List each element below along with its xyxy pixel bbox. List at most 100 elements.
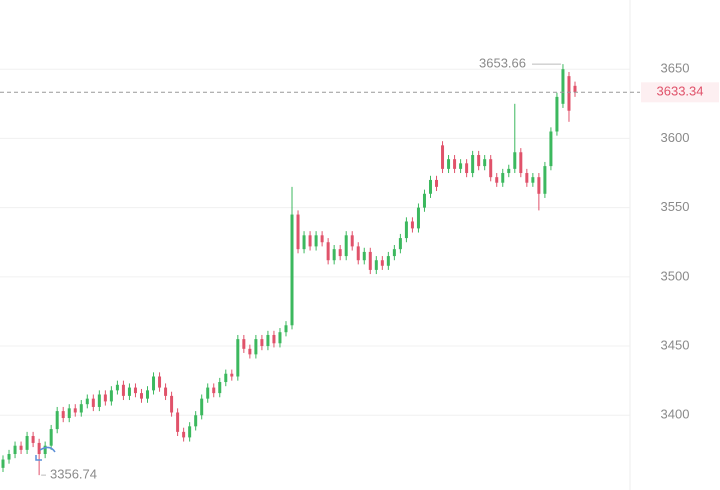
candle-body bbox=[368, 251, 372, 270]
candle-body bbox=[489, 159, 493, 178]
candle-body bbox=[1, 459, 5, 468]
candle-body bbox=[43, 445, 47, 455]
candle-body bbox=[272, 334, 276, 344]
candle-body bbox=[326, 242, 330, 261]
candle-body bbox=[477, 155, 481, 167]
candle-body bbox=[61, 411, 65, 419]
candle-body bbox=[507, 168, 511, 174]
candle-body bbox=[296, 214, 300, 250]
min-label: 3356.74 bbox=[50, 467, 97, 482]
candle-body bbox=[121, 384, 125, 396]
candle-body bbox=[465, 163, 469, 174]
candle-body bbox=[236, 339, 240, 377]
candle-body bbox=[248, 348, 252, 355]
candle-body bbox=[459, 163, 463, 169]
candle-body bbox=[573, 85, 577, 93]
candle-body bbox=[344, 235, 348, 257]
candle-body bbox=[495, 177, 499, 183]
candle-body bbox=[266, 334, 270, 347]
candle-body bbox=[422, 193, 426, 208]
candle-body bbox=[91, 398, 95, 407]
candle-body bbox=[398, 238, 402, 250]
candle-body bbox=[13, 445, 17, 455]
marker-icon bbox=[35, 446, 56, 461]
candle-body bbox=[555, 96, 559, 132]
candle-body bbox=[37, 442, 41, 455]
candle-body bbox=[404, 221, 408, 239]
candle-body bbox=[242, 339, 246, 349]
candle-body bbox=[410, 221, 414, 229]
last-price-label: 3633.34 bbox=[657, 84, 704, 99]
candle-body bbox=[230, 373, 234, 377]
candle-body bbox=[428, 179, 432, 194]
candle-body bbox=[380, 260, 384, 266]
candle-body bbox=[133, 387, 137, 394]
candle-body bbox=[7, 454, 11, 460]
candle-body bbox=[139, 393, 143, 399]
candle-body bbox=[176, 412, 180, 432]
candle-body bbox=[19, 445, 23, 450]
candle-body bbox=[537, 177, 541, 194]
candle-body bbox=[567, 76, 571, 111]
y-tick-label: 3450 bbox=[661, 337, 690, 352]
candle-body bbox=[200, 398, 204, 416]
candle-body bbox=[170, 395, 174, 413]
candle-body bbox=[519, 152, 523, 174]
candle-body bbox=[392, 249, 396, 257]
candle-body bbox=[435, 179, 439, 187]
candle-body bbox=[49, 429, 53, 446]
candle-body bbox=[79, 404, 83, 413]
candle-body bbox=[549, 131, 553, 167]
candle-body bbox=[260, 339, 264, 347]
y-tick-label: 3500 bbox=[661, 268, 690, 283]
candle-body bbox=[127, 387, 131, 396]
candle-body bbox=[483, 159, 487, 167]
candle-body bbox=[356, 246, 360, 261]
candle-body bbox=[278, 332, 282, 344]
max-label: 3653.66 bbox=[479, 56, 526, 71]
y-tick-label: 3650 bbox=[661, 61, 690, 76]
candle-body bbox=[254, 339, 258, 355]
candle-body bbox=[320, 235, 324, 243]
candle-body bbox=[73, 408, 77, 413]
candle-body bbox=[308, 235, 312, 247]
candle-body bbox=[206, 387, 210, 399]
candle-body bbox=[561, 69, 565, 104]
candle-body bbox=[501, 173, 505, 183]
candle-body bbox=[441, 145, 445, 169]
candle-body bbox=[25, 436, 29, 450]
candle-body bbox=[55, 411, 59, 430]
candle-body bbox=[31, 436, 35, 443]
candle-body bbox=[314, 235, 318, 247]
candle-body bbox=[513, 152, 517, 169]
candle-body bbox=[164, 387, 168, 396]
candle-body bbox=[194, 415, 198, 427]
candle-body bbox=[453, 159, 457, 169]
candle-body bbox=[109, 390, 113, 402]
candle-body bbox=[302, 235, 306, 250]
candle-body bbox=[374, 260, 378, 270]
candle-body bbox=[103, 394, 107, 402]
candle-body bbox=[224, 373, 228, 383]
candle-body bbox=[97, 394, 101, 407]
candle-body bbox=[218, 382, 222, 394]
candle-body bbox=[146, 390, 150, 399]
candle-body bbox=[115, 384, 119, 391]
candle-body bbox=[85, 398, 89, 405]
candle-body bbox=[350, 235, 354, 247]
y-tick-label: 3550 bbox=[661, 199, 690, 214]
candle-body bbox=[332, 249, 336, 261]
candle-body bbox=[525, 173, 529, 183]
candle-body bbox=[531, 177, 535, 183]
candle-body bbox=[471, 155, 475, 174]
y-tick-label: 3600 bbox=[661, 130, 690, 145]
candle-body bbox=[416, 207, 420, 229]
candle-body bbox=[182, 431, 186, 438]
candle-body bbox=[386, 256, 390, 266]
candle-body bbox=[188, 426, 192, 438]
candle-body bbox=[362, 251, 366, 261]
candle-body bbox=[338, 249, 342, 257]
candle-body bbox=[447, 159, 451, 169]
candle-body bbox=[543, 166, 547, 194]
